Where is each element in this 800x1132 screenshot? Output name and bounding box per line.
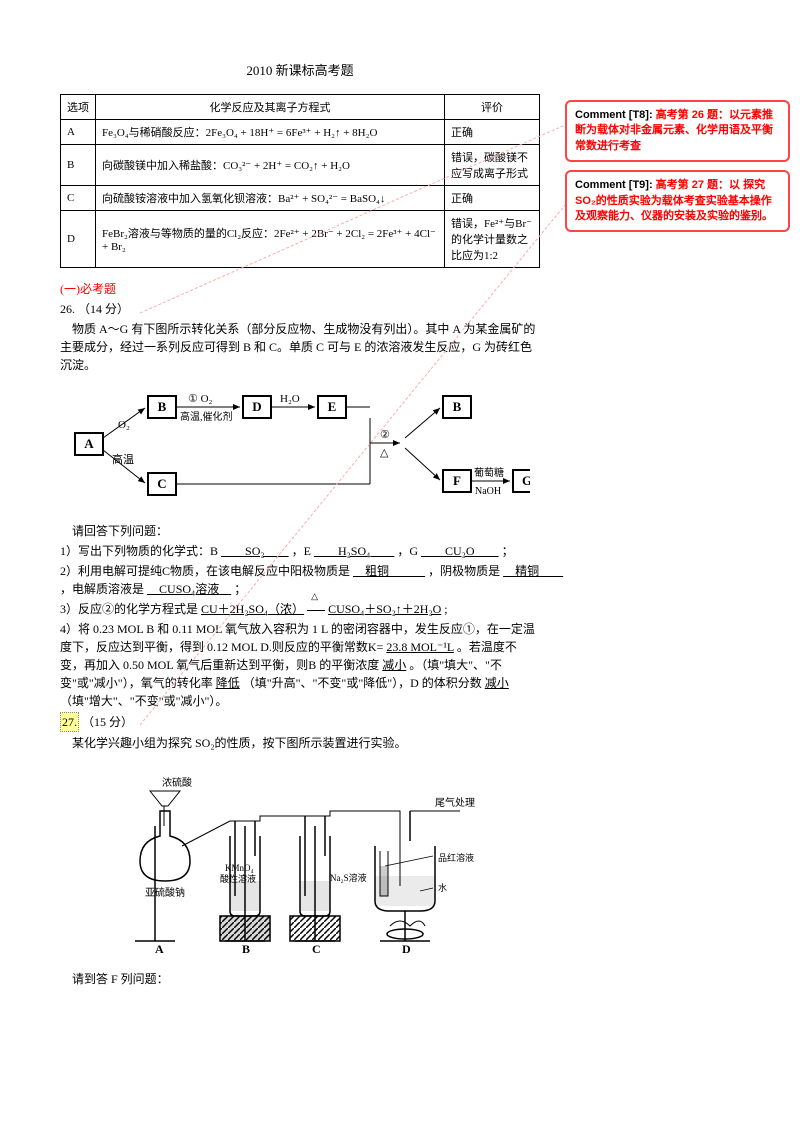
q26-a1: 1）写出下列物质的化学式：B SO₂ ，E H₂SO₄ ，G CU₂O ；: [60, 542, 540, 560]
svg-text:酸性溶液: 酸性溶液: [220, 873, 256, 884]
answer-blank: 减小: [485, 676, 509, 690]
q26-a4: 4）将 0.23 MOL B 和 0.11 MOL 氧气放入容积为 1 L 的密…: [60, 620, 540, 710]
comment-label: Comment [T8]:: [575, 109, 653, 121]
q26-a3: 3）反应②的化学方程式是 CU＋2H₂SO₄（浓） △ CUSO₄＋SO₂↑＋2…: [60, 600, 540, 618]
answer-blank: CUSO₄＋SO₂↑＋2H₂O: [328, 602, 441, 616]
q26-intro: 物质 A～G 有下图所示转化关系（部分反应物、生成物没有列出）。其中 A 为某金…: [60, 320, 540, 374]
th-option: 选项: [61, 95, 96, 120]
reaction-table: 选项 化学反应及其离子方程式 评价 A Fe₃O₄与稀硝酸反应：2Fe₃O₄ +…: [60, 94, 540, 268]
q26-num: 26.: [60, 300, 75, 318]
svg-text:H₂O: H₂O: [280, 393, 300, 405]
svg-text:C: C: [312, 942, 321, 956]
page-title: 2010 新课标高考题: [60, 60, 540, 79]
table-row: B 向碳酸镁中加入稀盐酸：CO₃²⁻ + 2H⁺ = CO₂↑ + H₂O 错误…: [61, 145, 540, 186]
answer-blank: 23.8 MOL⁻¹L: [386, 640, 453, 654]
svg-text:尾气处理: 尾气处理: [435, 796, 475, 809]
svg-text:△: △: [380, 447, 389, 459]
comment-label: Comment [T9]:: [575, 179, 653, 191]
answer-blank: 粗铜: [353, 564, 425, 578]
answer-blank: CU₂O: [421, 544, 499, 558]
q27-prompt: 请到答 F 列问题：: [60, 970, 540, 988]
flowchart-diagram: A O₂ 高温 B C ① O₂ 高温,催化剂 D H₂O E ② △ B F …: [60, 382, 540, 514]
table-row: C 向硫酸铵溶液中加入氢氧化钡溶液：Ba²⁺ + SO₄²⁻ = BaSO₄↓ …: [61, 186, 540, 211]
svg-text:葡萄糖: 葡萄糖: [474, 466, 504, 479]
svg-text:亚硫酸钠: 亚硫酸钠: [145, 886, 185, 899]
svg-text:水: 水: [438, 882, 447, 893]
comment-t9: Comment [T9]: 高考第 27 题：以 探究 SO₂的性质实验为载体考…: [565, 170, 790, 232]
svg-text:Na₂S溶液: Na₂S溶液: [330, 872, 367, 883]
main-content: 2010 新课标高考题 选项 化学反应及其离子方程式 评价 A Fe₃O₄与稀硝…: [0, 0, 560, 1010]
svg-text:B: B: [453, 399, 462, 414]
q27-num: 27.: [60, 712, 79, 732]
svg-text:G: G: [522, 473, 530, 488]
comment-t8: Comment [T8]: 高考第 26 题：以元素推断为载体对非金属元素、化学…: [565, 100, 790, 162]
apparatus-diagram: 浓硫酸 亚硫酸钠 A KMnO₄ 酸性溶液 B Na₂S溶液 C 尾气处理 品红…: [60, 760, 540, 962]
svg-text:D: D: [402, 942, 411, 956]
svg-text:高温: 高温: [112, 452, 134, 466]
svg-text:KMnO₄: KMnO₄: [225, 863, 254, 873]
answer-blank: H₂SO₄: [314, 544, 394, 558]
q26-prompt: 请回答下列问题：: [60, 522, 540, 540]
q26-header: 26. （14 分）: [60, 300, 540, 318]
answer-blank: CUSO₄溶液: [147, 582, 231, 596]
q26-a2: 2）利用电解可提纯C物质，在该电解反应中阳极物质是 粗铜 ，阴极物质是 精铜 ，…: [60, 562, 540, 598]
svg-text:浓硫酸: 浓硫酸: [162, 776, 192, 789]
th-eval: 评价: [445, 95, 540, 120]
svg-text:高温,催化剂: 高温,催化剂: [180, 410, 233, 423]
answer-blank: CU＋2H₂SO₄（浓）: [201, 602, 304, 616]
svg-text:O₂: O₂: [118, 419, 130, 431]
table-row: A Fe₃O₄与稀硝酸反应：2Fe₃O₄ + 18H⁺ = 6Fe³⁺ + H₂…: [61, 120, 540, 145]
svg-text:A: A: [84, 436, 94, 451]
svg-text:A: A: [155, 942, 164, 956]
answer-blank: SO₂: [221, 544, 289, 558]
svg-text:F: F: [453, 473, 461, 488]
svg-text:E: E: [328, 399, 337, 414]
answer-blank: 降低: [216, 676, 240, 690]
svg-text:D: D: [252, 399, 261, 414]
svg-text:B: B: [158, 399, 167, 414]
th-reaction: 化学反应及其离子方程式: [96, 95, 445, 120]
svg-text:C: C: [157, 476, 166, 491]
q27-intro: 某化学兴趣小组为探究 SO₂的性质，按下图所示装置进行实验。: [60, 734, 540, 752]
svg-text:B: B: [242, 942, 250, 956]
svg-text:NaOH: NaOH: [475, 486, 501, 497]
comments-pane: Comment [T8]: 高考第 26 题：以元素推断为载体对非金属元素、化学…: [560, 0, 800, 1010]
q27-header: 27. （15 分）: [60, 712, 540, 732]
svg-text:① O₂: ① O₂: [188, 393, 213, 405]
answer-blank: 减小: [382, 658, 406, 672]
svg-text:品红溶液: 品红溶液: [438, 852, 474, 863]
answer-blank: 精铜: [503, 564, 563, 578]
section-heading: (一)必考题: [60, 280, 540, 298]
table-row: D FeBr₂溶液与等物质的量的Cl₂反应：2Fe²⁺ + 2Br⁻ + 2Cl…: [61, 211, 540, 268]
svg-text:②: ②: [380, 429, 390, 441]
